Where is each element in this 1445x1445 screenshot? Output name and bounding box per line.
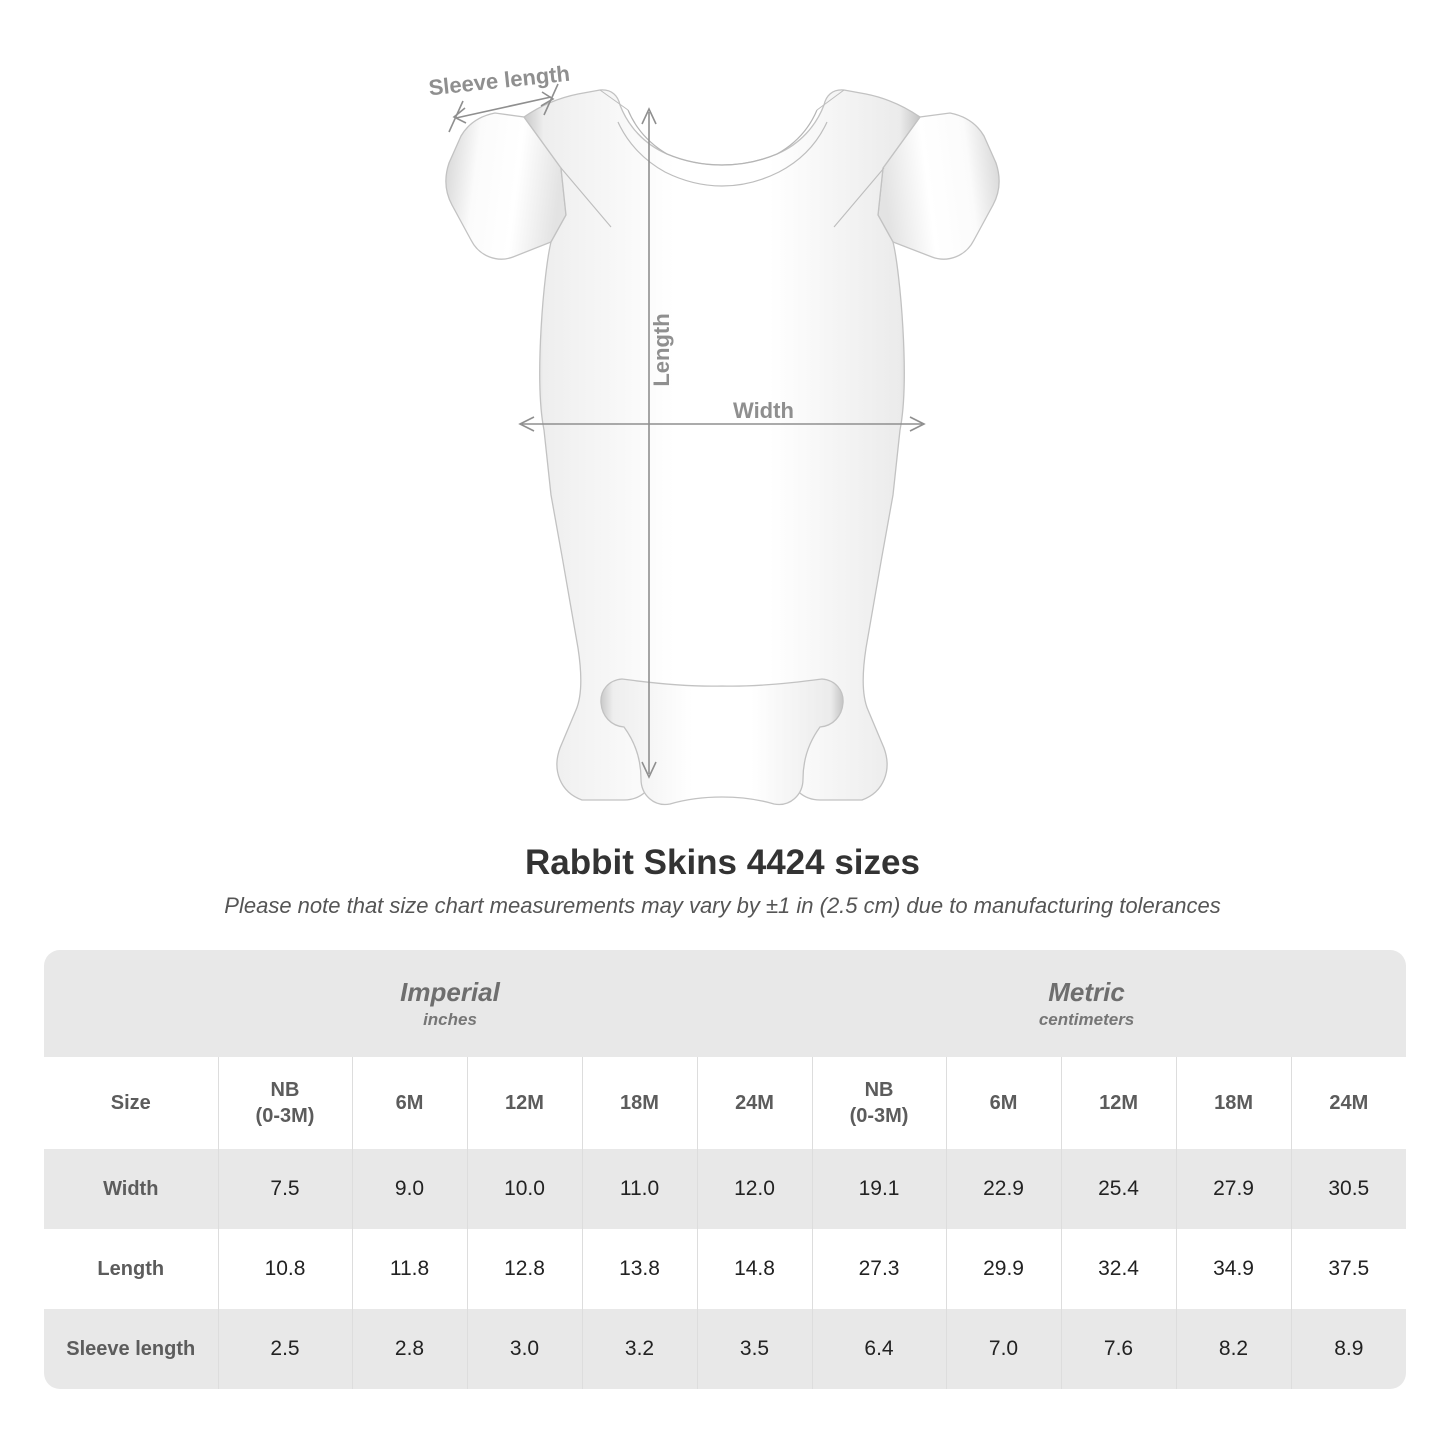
svg-text:Sleeve length: Sleeve length	[427, 61, 571, 101]
svg-text:Width: Width	[733, 398, 794, 423]
svg-text:Length: Length	[649, 313, 674, 386]
